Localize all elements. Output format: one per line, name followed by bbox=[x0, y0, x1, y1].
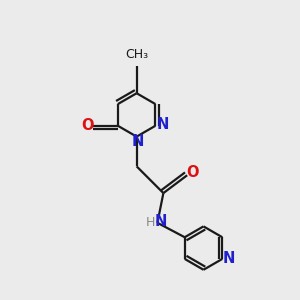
Text: N: N bbox=[157, 117, 169, 132]
Text: H: H bbox=[146, 216, 156, 229]
Text: N: N bbox=[131, 134, 144, 149]
Text: O: O bbox=[186, 165, 199, 180]
Text: CH₃: CH₃ bbox=[125, 48, 148, 61]
Text: O: O bbox=[81, 118, 94, 133]
Text: N: N bbox=[155, 214, 167, 230]
Text: N: N bbox=[223, 251, 235, 266]
